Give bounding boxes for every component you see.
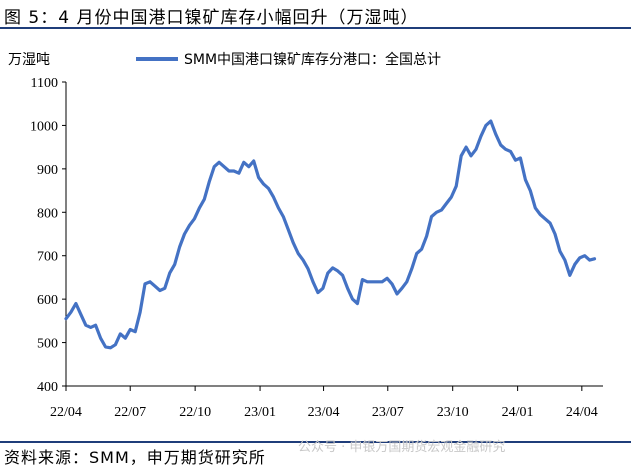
x-tick-label: 24/04: [566, 405, 598, 420]
x-tick-label: 23/10: [437, 405, 469, 420]
x-tick-label: 22/07: [114, 405, 146, 420]
series-layer: [64, 119, 597, 350]
x-tick-label: 24/01: [502, 405, 534, 420]
bottom-rule: [0, 441, 631, 443]
x-tick-label: 22/10: [179, 405, 211, 420]
legend: SMM中国港口镍矿库存分港口：全国总计: [136, 51, 441, 68]
y-tick-label: 500: [37, 337, 58, 352]
x-tick-label: 23/01: [244, 405, 276, 420]
x-axis-ticks: 22/04 22/07 22/10 23/01 23/04 23/07 23/10 24/01…: [50, 386, 598, 420]
y-tick-label: 900: [37, 163, 58, 178]
y-axis-unit: 万湿吨: [8, 52, 50, 68]
x-tick-label: 22/04: [50, 405, 82, 420]
y-tick-label: 1100: [31, 76, 58, 91]
figure-title: 图 5：4 月份中国港口镍矿库存小幅回升（万湿吨）: [4, 8, 419, 28]
axes: [65, 82, 603, 387]
source-note: 资料来源：SMM，申万期货研究所: [4, 448, 266, 467]
x-tick-label: 23/04: [308, 405, 340, 420]
y-tick-label: 600: [37, 293, 58, 308]
watermark: 公众号 · 申银万国期货宏观金融研究: [298, 440, 506, 455]
legend-label: SMM中国港口镍矿库存分港口：全国总计: [184, 51, 441, 68]
y-tick-label: 700: [37, 250, 58, 265]
top-rule: [0, 27, 631, 29]
y-tick-label: 400: [37, 380, 58, 395]
y-tick-label: 800: [37, 206, 58, 221]
x-tick-label: 23/07: [372, 405, 404, 420]
y-tick-label: 1000: [30, 119, 58, 134]
y-axis-ticks: 400 500 600 700 800 900 1000 1100: [30, 76, 66, 395]
series-line-0: [64, 119, 597, 350]
